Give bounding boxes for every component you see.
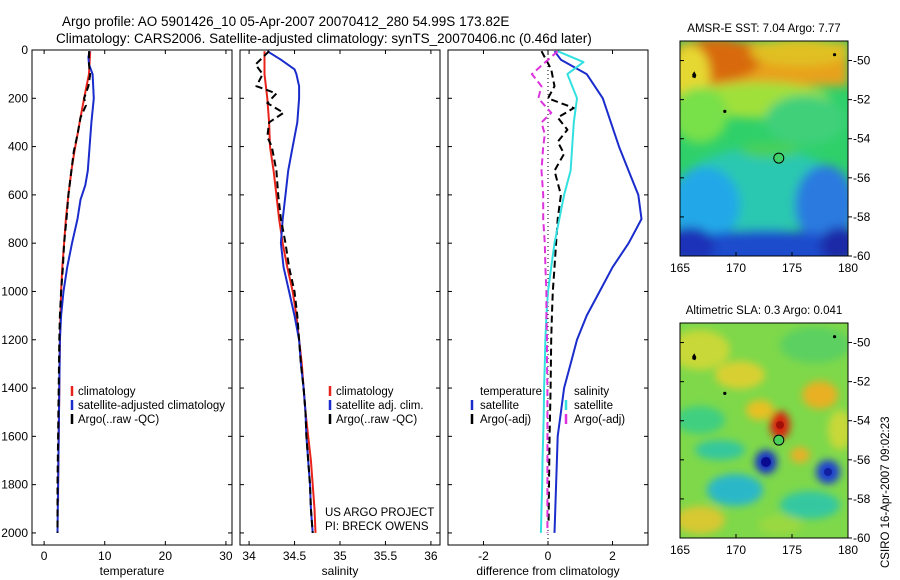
sst-map-image <box>680 41 848 256</box>
legend-entry: Argo(-adj) <box>574 414 625 426</box>
legend-entry: Argo(..raw -QC) <box>78 414 159 426</box>
legend-entry: Argo(-adj) <box>480 414 531 426</box>
profile-location-marker <box>773 434 785 446</box>
series-line-1-3 <box>56 51 92 533</box>
x-axis-label: difference from climatology <box>476 564 619 578</box>
y-tick-label: 2000 <box>1 526 28 540</box>
map-frame <box>679 40 849 257</box>
sla-map-image <box>680 323 848 538</box>
x-axis-label: temperature <box>100 564 165 578</box>
y-tick-label: 800 <box>8 236 28 250</box>
series-line-1-1 <box>57 51 92 502</box>
series-line-3-2 <box>540 50 575 521</box>
legend-3: temperature salinity satellite Argo(-adj) sa… <box>470 386 625 426</box>
map-y-tick-label: -52 <box>853 93 871 107</box>
series-line-3-1 <box>553 50 643 533</box>
map-frame <box>679 322 849 539</box>
legend-entry: satellite-adjusted climatology <box>78 400 225 412</box>
map-title: AMSR-E SST: 7.04 Argo: 7.77 <box>687 23 840 35</box>
island-shape <box>692 353 697 361</box>
series-line-1-2 <box>56 51 95 533</box>
map-y-tick-label: -50 <box>853 336 871 350</box>
y-tick-label: 600 <box>8 188 28 202</box>
map-x-tick-label: 180 <box>838 543 858 557</box>
profile-panel-1: 0 10 20 30 0 200 400 600 800 1000 1200 1400 1600 1800… <box>1 43 233 578</box>
y-tick-label: 400 <box>8 140 28 154</box>
x-tick-label: 30 <box>219 549 233 563</box>
x-tick-label: 0 <box>545 549 552 563</box>
legend-entry: climatology <box>336 386 394 398</box>
series-line-2-3 <box>254 50 314 533</box>
island-shape <box>692 71 697 79</box>
x-tick-label: 34.5 <box>283 549 307 563</box>
x-tick-label: 34 <box>242 549 256 563</box>
map-marker-dot <box>723 109 727 113</box>
map-x-tick-label: 175 <box>782 543 802 557</box>
timestamp-label: CSIRO 16-Apr-2007 09:02:23 <box>880 416 892 568</box>
pi-label: PI: BRECK OWENS <box>325 521 429 533</box>
map-x-tick-label: 180 <box>838 261 858 275</box>
y-tick-label: 1400 <box>1 381 28 395</box>
map-x-tick-label: 175 <box>782 261 802 275</box>
y-tick-label: 1200 <box>1 333 28 347</box>
x-tick-label: 2 <box>609 549 616 563</box>
series-line-2-2 <box>266 50 314 533</box>
figure-title-line1: Argo profile: AO 5901426_10 05-Apr-2007 … <box>62 14 509 29</box>
series-line-3-4 <box>530 50 559 533</box>
map-y-tick-label: -58 <box>853 210 871 224</box>
y-tick-label: 1000 <box>1 284 28 298</box>
map-y-tick-label: -54 <box>853 414 871 428</box>
map-panel-2: Altimetric SLA: 0.3 Argo: 0.041 165 170 175… <box>670 305 871 557</box>
legend-group-header: temperature <box>480 386 542 398</box>
legend-entry: satellite <box>574 400 613 412</box>
profile-location-marker <box>773 152 785 164</box>
profile-panel-2: 34 34.5 35 35.5 36 salinity climatology satelli… <box>239 49 441 578</box>
map-marker-dot <box>723 391 727 395</box>
legend-entry: Argo(..raw -QC) <box>336 414 417 426</box>
map-y-tick-label: -50 <box>853 54 871 68</box>
map-title: Altimetric SLA: 0.3 Argo: 0.041 <box>686 305 843 317</box>
map-marker-dot <box>832 53 837 57</box>
map-y-tick-label: -60 <box>853 531 871 545</box>
project-label: US ARGO PROJECT <box>325 507 434 519</box>
map-x-tick-label: 170 <box>726 261 746 275</box>
x-tick-label: -2 <box>478 549 489 563</box>
y-tick-label: 0 <box>21 43 28 57</box>
y-tick-label: 1800 <box>1 478 28 492</box>
legend-2: climatology satellite adj. clim. Argo(..ra… <box>328 386 424 426</box>
legend-entry: satellite <box>480 400 519 412</box>
x-axis-label: salinity <box>322 564 359 578</box>
map-y-tick-label: -60 <box>853 249 871 263</box>
legend-entry: satellite adj. clim. <box>336 400 424 412</box>
x-tick-label: 35 <box>333 549 347 563</box>
legend-group-header: salinity <box>574 386 609 398</box>
map-y-tick-label: -56 <box>853 171 871 185</box>
x-tick-label: 0 <box>41 549 48 563</box>
x-tick-label: 35.5 <box>374 549 398 563</box>
figure-title-line2: Climatology: CARS2006. Satellite-adjuste… <box>56 31 592 46</box>
y-tick-label: 1600 <box>1 429 28 443</box>
map-x-tick-label: 165 <box>670 261 690 275</box>
x-tick-label: 20 <box>159 549 173 563</box>
map-marker-dot <box>832 335 837 339</box>
map-y-tick-label: -52 <box>853 375 871 389</box>
series-line-3-3 <box>539 50 585 533</box>
map-y-tick-label: -56 <box>853 453 871 467</box>
legend-1: climatology satellite-adjusted climatolog… <box>70 386 225 426</box>
map-y-tick-label: -54 <box>853 132 871 146</box>
x-tick-label: 36 <box>424 549 438 563</box>
series-line-2-1 <box>263 51 317 533</box>
plot-frame <box>31 49 233 546</box>
y-tick-label: 200 <box>8 91 28 105</box>
legend-entry: climatology <box>78 386 136 398</box>
x-tick-label: 10 <box>98 549 112 563</box>
map-x-tick-label: 170 <box>726 543 746 557</box>
map-y-tick-label: -58 <box>853 492 871 506</box>
map-x-tick-label: 165 <box>670 543 690 557</box>
